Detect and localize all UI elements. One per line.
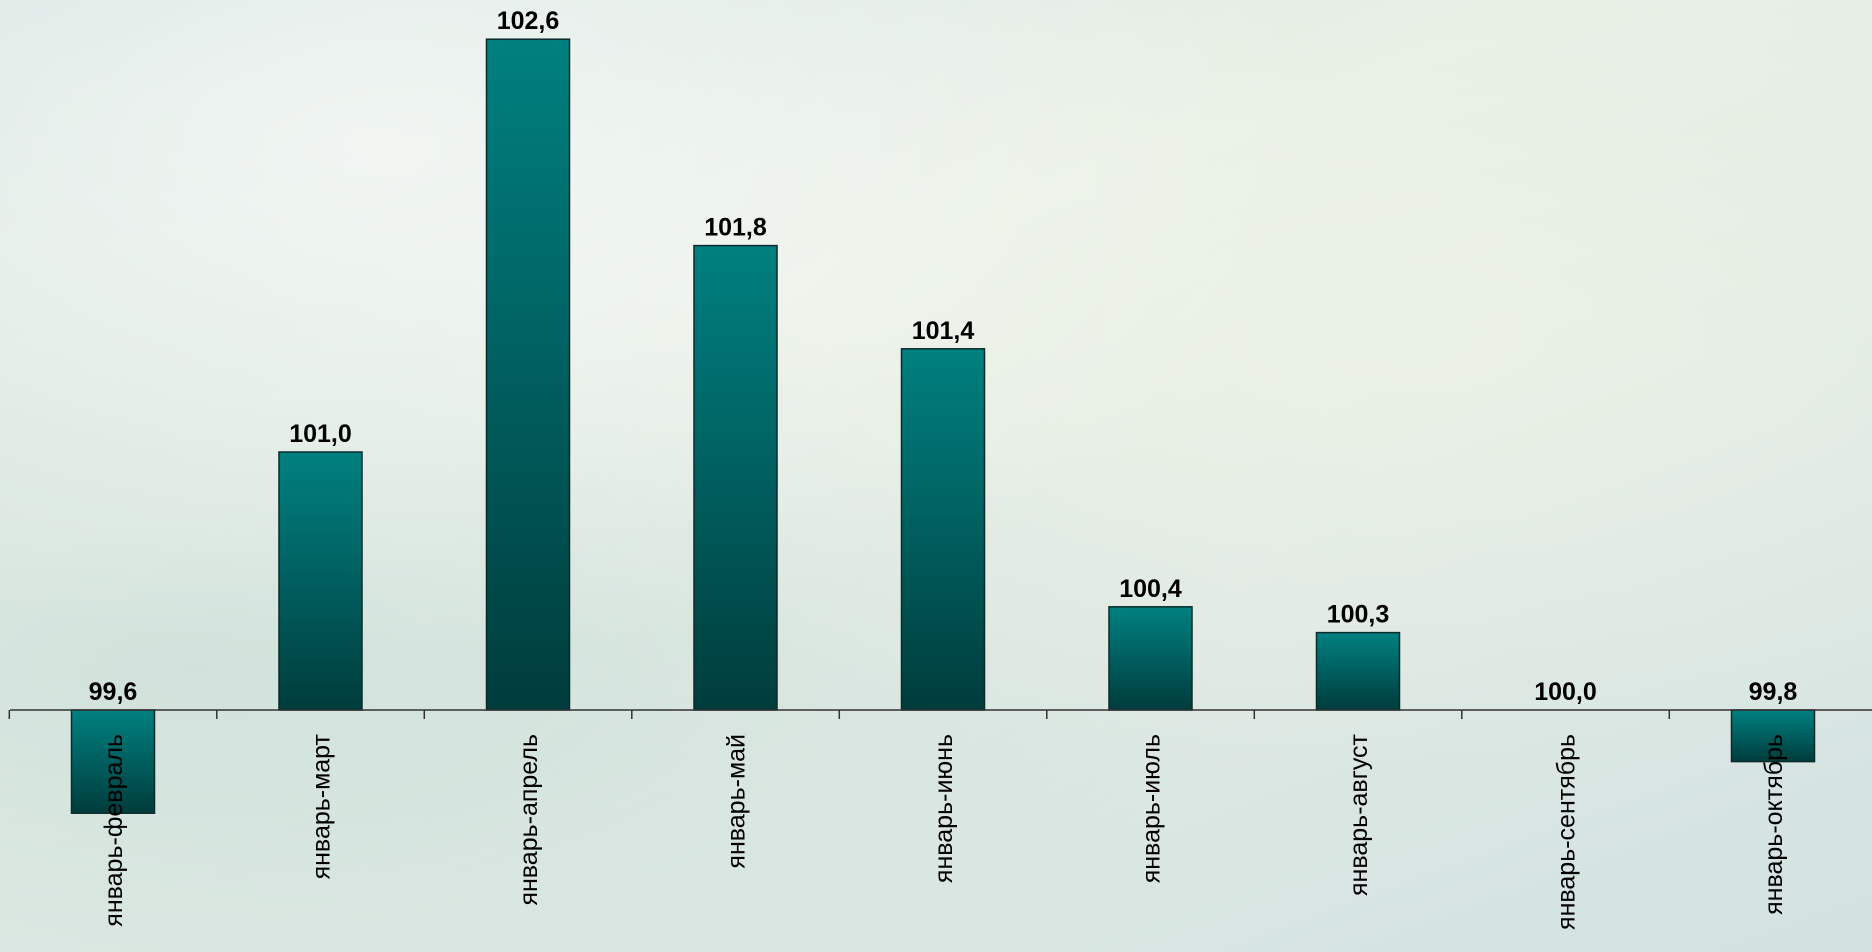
bar-6 xyxy=(1108,606,1193,711)
bar-5 xyxy=(900,348,986,711)
category-label-5: январь-июнь xyxy=(930,734,958,883)
category-label-2: январь-март xyxy=(308,733,336,879)
data-label-1: 99,6 xyxy=(89,678,138,706)
bar-3 xyxy=(485,38,571,711)
category-label-1: январь-февраль xyxy=(100,734,128,927)
data-label-3: 102,6 xyxy=(497,7,560,35)
data-label-9: 99,8 xyxy=(1749,678,1798,706)
data-label-2: 101,0 xyxy=(289,420,352,448)
category-label-9: январь-октябрь xyxy=(1760,734,1788,915)
bar-1 xyxy=(70,709,156,814)
bar-4 xyxy=(693,244,778,711)
bar-2 xyxy=(278,451,363,711)
category-label-8: январь-сентябрь xyxy=(1553,734,1581,930)
category-label-6: январь-июль xyxy=(1138,734,1166,883)
data-label-6: 100,4 xyxy=(1119,575,1182,603)
x-axis xyxy=(8,709,1872,719)
bars-layer xyxy=(70,38,1816,814)
bar-7 xyxy=(1315,631,1401,711)
data-label-8: 100,0 xyxy=(1534,678,1597,706)
bar-9 xyxy=(1730,709,1816,763)
data-labels: 99,6 101,0 102,6 101,8 101,4 100,4 100,3 100,0 9… xyxy=(89,7,1798,706)
data-label-5: 101,4 xyxy=(912,317,975,345)
data-label-7: 100,3 xyxy=(1327,601,1390,629)
category-label-3: январь-апрель xyxy=(515,734,543,906)
category-labels: январь-февраль январь-март январь-апрель ян… xyxy=(100,733,1788,929)
data-label-4: 101,8 xyxy=(704,214,767,242)
category-label-4: январь-май xyxy=(723,734,751,869)
category-label-7: январь-август xyxy=(1345,733,1373,896)
